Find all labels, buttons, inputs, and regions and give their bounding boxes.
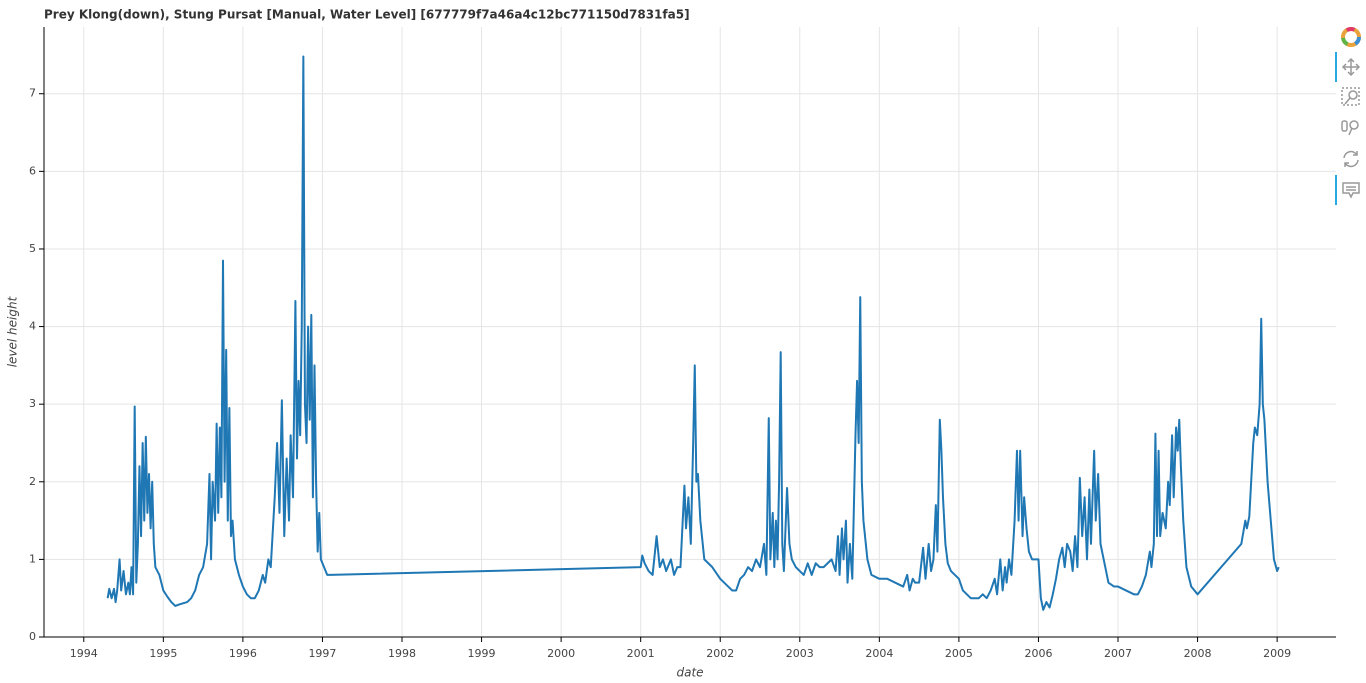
active-indicator xyxy=(1335,175,1337,205)
plot-area: 0 1 2 3 4 5 6 7 1994 1995 1996 1997 1998 1999 2000 2001… xyxy=(29,27,1336,660)
x-tick-label: 2000 xyxy=(547,647,575,660)
y-axis-title: level height xyxy=(6,295,20,367)
wheel-zoom-tool[interactable] xyxy=(1341,120,1359,136)
x-tick-label: 1999 xyxy=(468,647,496,660)
bokeh-logo[interactable] xyxy=(1341,27,1361,47)
x-axis-title: date xyxy=(676,666,703,680)
chart-title: Prey Klong(down), Stung Pursat [Manual, … xyxy=(44,8,690,22)
box-zoom-tool[interactable] xyxy=(1341,87,1360,106)
y-tick-label: 1 xyxy=(29,552,36,565)
x-tick-label: 2008 xyxy=(1184,647,1212,660)
x-tick-label: 2009 xyxy=(1263,647,1291,660)
x-tick-label: 2006 xyxy=(1024,647,1052,660)
x-tick-label: 1994 xyxy=(70,647,98,660)
x-tick-label: 1996 xyxy=(229,647,257,660)
y-tick-label: 3 xyxy=(29,397,36,410)
x-tick-label: 2007 xyxy=(1104,647,1132,660)
x-tick-label: 1998 xyxy=(388,647,416,660)
pan-tool[interactable] xyxy=(1341,57,1361,77)
y-tick-label: 7 xyxy=(29,87,36,100)
x-tick-label: 1995 xyxy=(149,647,177,660)
y-tick-label: 0 xyxy=(29,630,36,643)
y-tick-label: 4 xyxy=(29,320,36,333)
x-tick-label: 1997 xyxy=(308,647,336,660)
reset-tool[interactable] xyxy=(1343,150,1359,168)
y-tick-label: 6 xyxy=(29,164,36,177)
hover-tool[interactable] xyxy=(1342,182,1360,199)
x-tick-label: 2001 xyxy=(627,647,655,660)
y-tick-label: 5 xyxy=(29,242,36,255)
x-tick-label: 2003 xyxy=(786,647,814,660)
x-tick-label: 2004 xyxy=(865,647,893,660)
toolbar xyxy=(1335,27,1361,205)
y-tick-label: 2 xyxy=(29,475,36,488)
x-tick-label: 2005 xyxy=(945,647,973,660)
x-tick-label: 2002 xyxy=(706,647,734,660)
data-line xyxy=(106,55,1280,611)
active-indicator xyxy=(1335,52,1337,82)
